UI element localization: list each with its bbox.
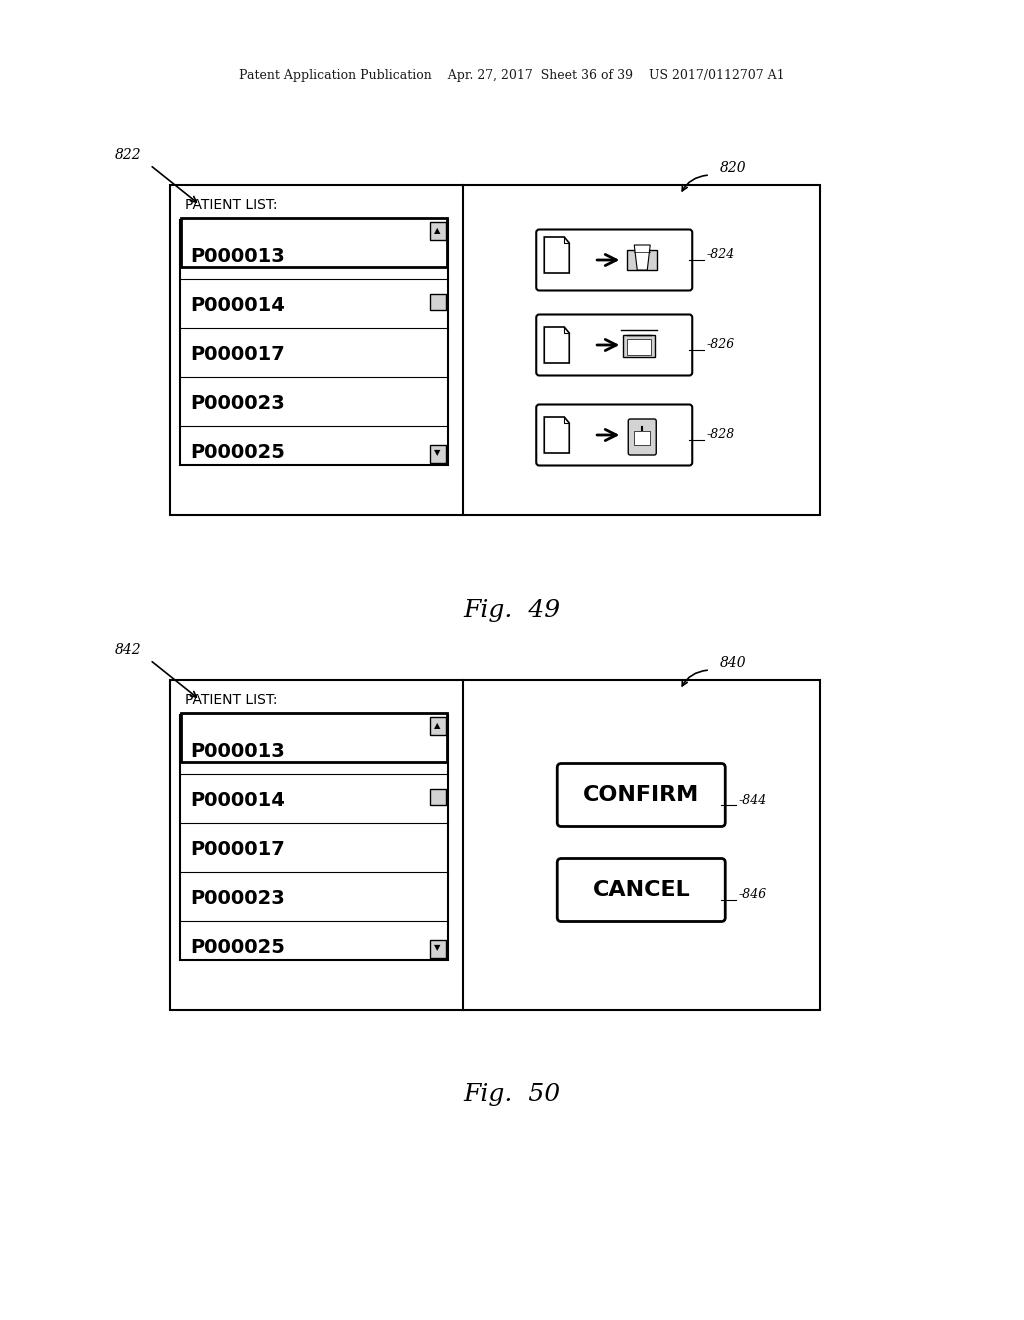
Text: P000023: P000023 [190,888,285,908]
Bar [429,222,445,240]
Text: P000023: P000023 [190,393,285,413]
Text: PATIENT LIST:: PATIENT LIST: [185,198,278,213]
Text: Patent Application Publication    Apr. 27, 2017  Sheet 36 of 39    US 2017/01127: Patent Application Publication Apr. 27, … [240,69,784,82]
Bar [429,717,445,735]
FancyBboxPatch shape [537,314,692,375]
Text: -828: -828 [707,429,734,441]
Text: CONFIRM: CONFIRM [583,785,699,805]
FancyBboxPatch shape [629,418,656,455]
Bar [628,249,657,271]
Text: P000025: P000025 [190,939,285,957]
Text: ▼: ▼ [434,449,440,458]
Text: P000017: P000017 [190,840,285,859]
Text: PATIENT LIST:: PATIENT LIST: [185,693,278,708]
Text: -846: -846 [738,888,767,902]
Text: P000013: P000013 [190,742,285,762]
Text: P000017: P000017 [190,345,285,364]
Text: 840: 840 [720,656,746,671]
Text: ▲: ▲ [434,227,440,235]
Bar [181,218,446,267]
FancyBboxPatch shape [557,858,725,921]
Polygon shape [544,417,569,453]
Bar [628,339,651,355]
Polygon shape [544,327,569,363]
Text: P000014: P000014 [190,296,285,315]
Bar [624,335,655,356]
Bar [429,940,445,958]
Text: 842: 842 [115,643,141,657]
Bar [634,432,650,445]
Text: Fig.  49: Fig. 49 [464,598,560,622]
Bar [429,294,445,310]
Text: 822: 822 [115,148,141,162]
Bar [170,185,820,515]
Polygon shape [544,238,569,273]
Text: P000013: P000013 [190,247,285,267]
Text: ▲: ▲ [434,722,440,730]
Text: 820: 820 [720,161,746,176]
Text: P000014: P000014 [190,791,285,810]
Bar [170,680,820,1010]
Bar [180,220,447,465]
Text: -844: -844 [738,793,767,807]
FancyBboxPatch shape [537,230,692,290]
Bar [429,789,445,805]
Text: ▼: ▼ [434,944,440,953]
Bar [180,715,447,960]
Text: CANCEL: CANCEL [592,880,690,900]
Text: P000025: P000025 [190,444,285,462]
Bar [429,445,445,463]
Text: -826: -826 [707,338,734,351]
Text: Fig.  50: Fig. 50 [464,1084,560,1106]
FancyBboxPatch shape [557,763,725,826]
Bar [181,713,446,762]
Polygon shape [634,246,650,271]
Text: -824: -824 [707,248,734,261]
FancyBboxPatch shape [537,404,692,466]
